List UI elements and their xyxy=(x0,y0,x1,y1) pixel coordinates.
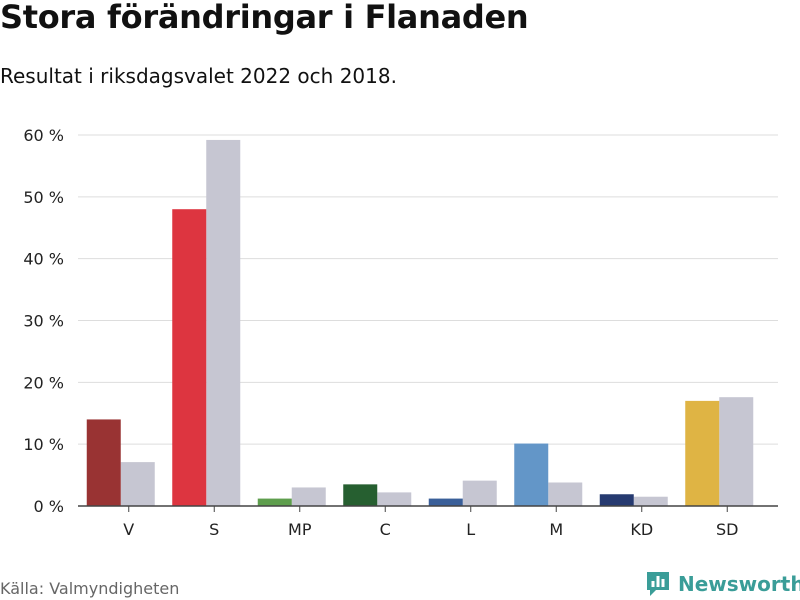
bar-2022 xyxy=(86,419,121,506)
chart-subtitle: Resultat i riksdagsvalet 2022 och 2018. xyxy=(0,64,397,88)
x-tick-label: KD xyxy=(630,520,653,539)
bar-2022 xyxy=(343,484,378,506)
x-tick-label: L xyxy=(466,520,475,539)
bar-2022 xyxy=(514,443,549,506)
brand-logo: Newsworthy xyxy=(645,569,800,599)
bar-2022 xyxy=(257,498,292,506)
bar-2022 xyxy=(428,498,463,506)
y-tick-label: 50 % xyxy=(23,188,64,207)
brand-name: Newsworthy xyxy=(678,572,800,596)
x-tick-label: SD xyxy=(716,520,738,539)
x-tick-label: V xyxy=(123,520,134,539)
bar-2018 xyxy=(120,462,155,506)
y-tick-label: 10 % xyxy=(23,435,64,454)
bar-2018 xyxy=(633,496,668,506)
bar-2018 xyxy=(719,397,754,506)
bar-2018 xyxy=(377,492,412,506)
bar-2022 xyxy=(599,494,634,506)
bar-2018 xyxy=(462,480,497,506)
y-tick-label: 30 % xyxy=(23,312,64,331)
bar-chart: 0 % 10 % 20 % 30 % 40 % 50 % 60 % V S MP C L M KD SD xyxy=(23,126,778,539)
source-note: Källa: Valmyndigheten xyxy=(0,579,180,598)
bar-2022 xyxy=(172,209,207,506)
chart-title: Stora förändringar i Flanaden xyxy=(0,0,529,36)
bar-2022 xyxy=(685,400,720,506)
y-tick-label: 40 % xyxy=(23,250,64,269)
bar-2018 xyxy=(206,139,241,507)
y-tick-label: 60 % xyxy=(23,126,64,145)
y-tick-label: 0 % xyxy=(34,497,64,516)
x-tick-label: MP xyxy=(288,520,312,539)
bar-chart-logo-icon xyxy=(647,572,669,596)
bar-2018 xyxy=(548,482,583,506)
y-tick-label: 20 % xyxy=(23,373,64,392)
bar-2018 xyxy=(291,487,326,506)
x-tick-label: C xyxy=(380,520,391,539)
x-tick-label: M xyxy=(549,520,563,539)
x-tick-label: S xyxy=(209,520,219,539)
